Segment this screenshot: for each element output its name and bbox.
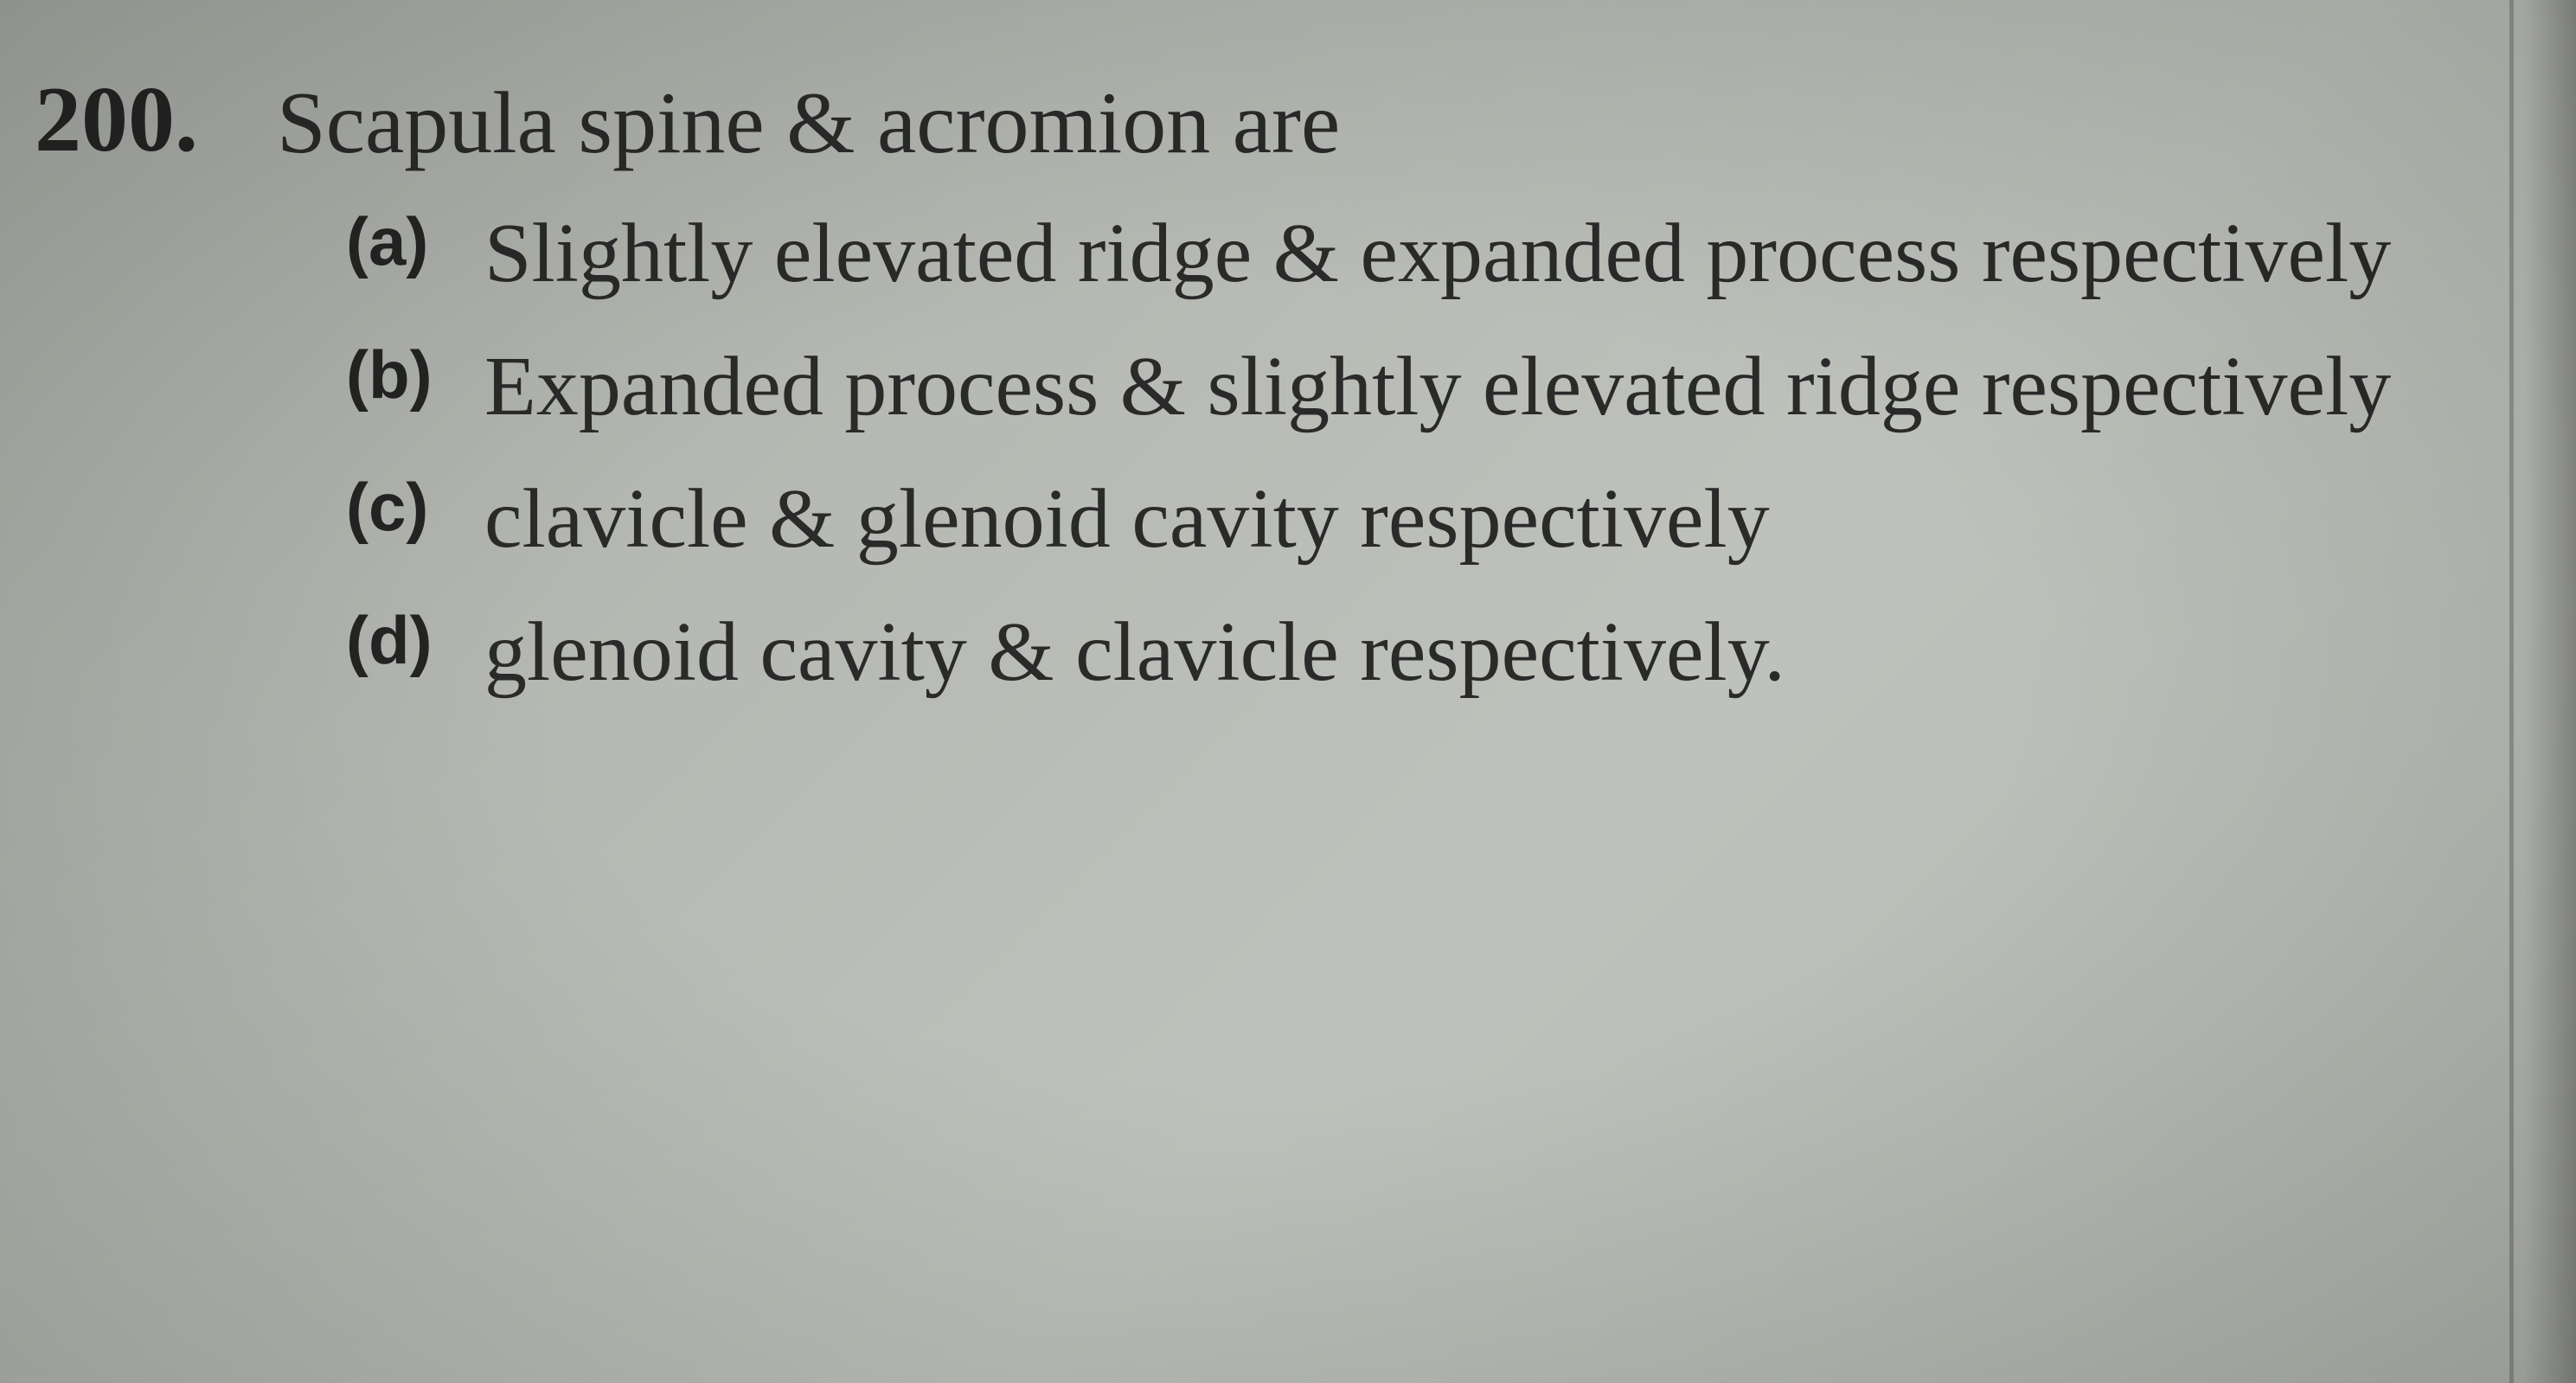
option-a-text: Slightly elevated ridge & expanded proce… — [484, 200, 2524, 308]
option-d-label: (d) — [346, 599, 484, 683]
question-text: Scapula spine & acromion are — [277, 69, 1340, 174]
option-b-text: Expanded process & slightly elevated rid… — [484, 333, 2524, 441]
options-container: (a) Slightly elevated ridge & expanded p… — [346, 200, 2524, 707]
option-c-label: (c) — [346, 465, 484, 550]
question-number: 200. — [35, 69, 260, 172]
page-edge-shadow — [2524, 0, 2576, 1383]
option-b-label: (b) — [346, 333, 484, 418]
option-b-row: (b) Expanded process & slightly elevated… — [346, 333, 2524, 441]
option-d-row: (d) glenoid cavity & clavicle respective… — [346, 599, 2524, 707]
option-c-text: clavicle & glenoid cavity respectively — [484, 465, 2524, 573]
page-container: 200. Scapula spine & acromion are (a) Sl… — [35, 69, 2524, 1314]
question-row: 200. Scapula spine & acromion are — [35, 69, 2524, 174]
option-c-row: (c) clavicle & glenoid cavity respective… — [346, 465, 2524, 573]
option-a-label: (a) — [346, 200, 484, 285]
option-d-text: glenoid cavity & clavicle respectively. — [484, 599, 2524, 707]
option-a-row: (a) Slightly elevated ridge & expanded p… — [346, 200, 2524, 308]
